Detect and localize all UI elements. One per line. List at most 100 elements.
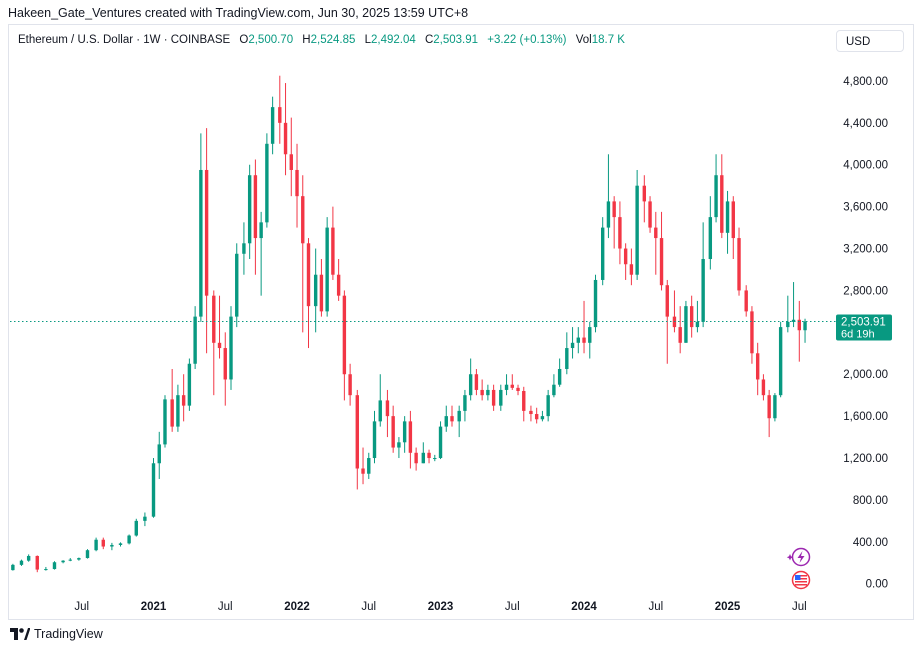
candle[interactable] [773, 393, 777, 422]
candle[interactable] [61, 560, 65, 564]
candle[interactable] [720, 154, 724, 239]
candle[interactable] [755, 342, 760, 396]
candle[interactable] [301, 175, 305, 333]
candle[interactable] [157, 431, 161, 479]
candle[interactable] [229, 306, 233, 390]
candle[interactable] [642, 175, 647, 223]
candle[interactable] [474, 368, 479, 396]
candle[interactable] [457, 405, 461, 438]
candle[interactable] [143, 512, 147, 527]
candle[interactable] [325, 217, 329, 317]
candle[interactable] [212, 290, 216, 396]
candle[interactable] [654, 211, 658, 275]
candle[interactable] [433, 454, 437, 462]
candle[interactable] [499, 384, 503, 411]
candle[interactable] [684, 300, 688, 343]
candle[interactable] [427, 449, 431, 464]
candle[interactable] [540, 410, 545, 422]
candle[interactable] [557, 358, 562, 387]
candle[interactable] [516, 384, 520, 396]
candle[interactable] [259, 211, 263, 296]
candle[interactable] [19, 559, 24, 566]
candle[interactable] [468, 358, 473, 401]
candle[interactable] [695, 300, 700, 333]
candle[interactable] [565, 332, 569, 375]
candle[interactable] [193, 306, 197, 369]
candle[interactable] [319, 259, 324, 317]
candle[interactable] [593, 274, 598, 333]
candle[interactable] [110, 542, 114, 551]
candle[interactable] [444, 405, 448, 432]
candle[interactable] [295, 143, 299, 228]
candle[interactable] [791, 282, 796, 328]
candle[interactable] [491, 384, 496, 411]
candle[interactable] [803, 318, 807, 343]
candle[interactable] [385, 389, 390, 438]
symbol-description[interactable]: Ethereum / U.S. Dollar · 1W · COINBASE [18, 34, 231, 46]
candle[interactable] [421, 442, 426, 464]
tradingview-brand[interactable]: TradingView [34, 627, 103, 641]
candle[interactable] [94, 537, 98, 552]
candle[interactable] [331, 206, 335, 280]
candle[interactable] [767, 389, 771, 438]
candle[interactable] [163, 395, 167, 448]
candle[interactable] [744, 285, 748, 317]
candle[interactable] [618, 201, 622, 265]
candle[interactable] [570, 327, 575, 359]
candle[interactable] [463, 389, 467, 422]
lightning-event-icon[interactable] [786, 547, 811, 567]
candle[interactable] [223, 332, 227, 406]
candle[interactable] [367, 452, 371, 479]
candle[interactable] [534, 407, 539, 424]
candle[interactable] [176, 384, 180, 432]
candle[interactable] [725, 190, 730, 254]
candle[interactable] [635, 169, 639, 280]
candle[interactable] [242, 222, 246, 275]
candle[interactable] [672, 290, 677, 333]
candle[interactable] [582, 300, 586, 354]
candle[interactable] [253, 159, 258, 275]
candle[interactable] [101, 537, 105, 550]
candle[interactable] [127, 534, 131, 545]
candle[interactable] [151, 458, 156, 518]
candle[interactable] [731, 196, 735, 260]
candle[interactable] [737, 227, 741, 296]
candle[interactable] [187, 358, 192, 411]
candle[interactable] [313, 248, 318, 333]
candle[interactable] [270, 96, 275, 155]
candle[interactable] [714, 154, 718, 223]
candle[interactable] [391, 405, 395, 453]
candle[interactable] [134, 518, 138, 537]
candle[interactable] [414, 447, 418, 471]
candle[interactable] [247, 164, 252, 260]
candle[interactable] [217, 295, 222, 359]
candle[interactable] [283, 83, 288, 176]
candle[interactable] [552, 374, 556, 398]
candle[interactable] [52, 561, 57, 570]
candle[interactable] [576, 327, 580, 354]
candle[interactable] [68, 558, 72, 562]
currency-button[interactable]: USD [836, 30, 904, 52]
candle[interactable] [265, 133, 269, 228]
candle[interactable] [77, 557, 81, 561]
candle[interactable] [289, 117, 293, 197]
candle[interactable] [689, 295, 694, 338]
candle[interactable] [35, 555, 39, 573]
candle[interactable] [701, 222, 705, 328]
candle[interactable] [606, 154, 611, 239]
candle[interactable] [438, 421, 443, 460]
candle[interactable] [372, 410, 377, 464]
candle[interactable] [529, 405, 533, 422]
candle[interactable] [85, 549, 90, 559]
candle[interactable] [612, 196, 616, 249]
us-flag-event-icon[interactable] [791, 570, 811, 590]
candle[interactable] [797, 300, 801, 362]
candle[interactable] [623, 243, 628, 280]
candle[interactable] [546, 389, 550, 422]
candle[interactable] [486, 384, 490, 401]
candle[interactable] [629, 248, 634, 286]
candle[interactable] [778, 321, 783, 398]
candle[interactable] [786, 295, 790, 333]
candle[interactable] [510, 374, 514, 390]
candle[interactable] [600, 217, 605, 286]
